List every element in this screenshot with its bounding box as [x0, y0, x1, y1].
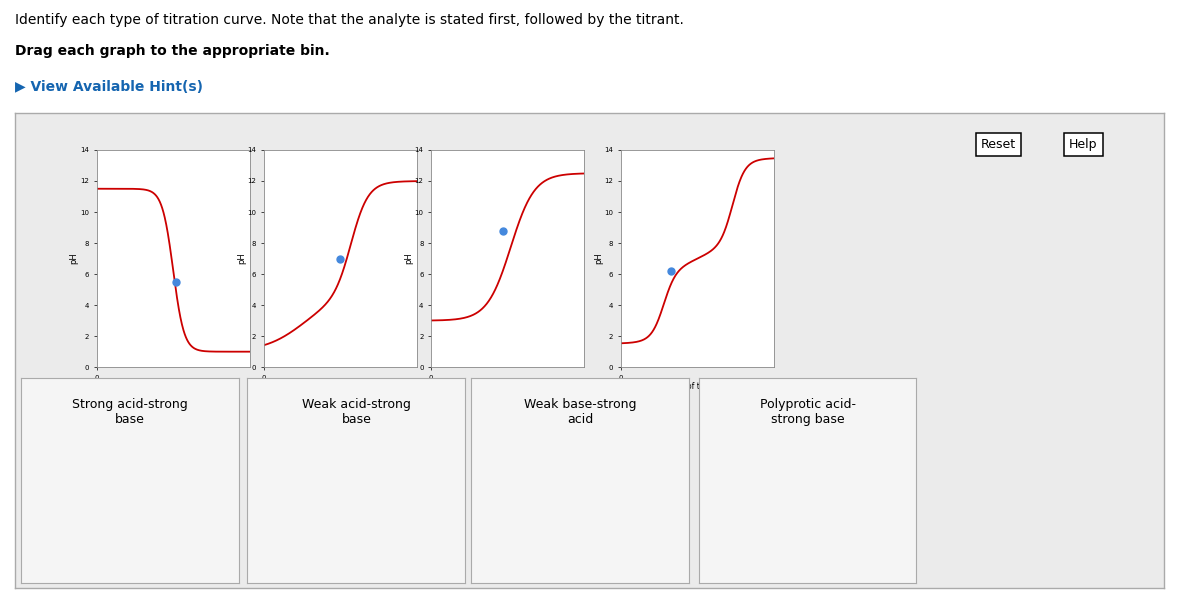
Y-axis label: pH: pH	[70, 253, 79, 264]
Text: ▶ View Available Hint(s): ▶ View Available Hint(s)	[15, 80, 204, 94]
X-axis label: mL of titrant: mL of titrant	[674, 382, 721, 391]
X-axis label: mL of titrant: mL of titrant	[150, 382, 197, 391]
Text: Weak base-strong
acid: Weak base-strong acid	[524, 398, 636, 426]
Text: Reset: Reset	[981, 138, 1017, 151]
Y-axis label: pH: pH	[237, 253, 246, 264]
Text: Identify each type of titration curve. Note that the analyte is stated first, fo: Identify each type of titration curve. N…	[15, 13, 684, 28]
Text: Strong acid-strong
base: Strong acid-strong base	[72, 398, 188, 426]
Text: Weak acid-strong
base: Weak acid-strong base	[302, 398, 411, 426]
X-axis label: mL of titrant: mL of titrant	[484, 382, 531, 391]
X-axis label: mL of titrant: mL of titrant	[317, 382, 364, 391]
Y-axis label: pH: pH	[594, 253, 603, 264]
Y-axis label: pH: pH	[404, 253, 413, 264]
Text: Drag each graph to the appropriate bin.: Drag each graph to the appropriate bin.	[15, 44, 330, 58]
Text: Help: Help	[1070, 138, 1098, 151]
Text: Polyprotic acid-
strong base: Polyprotic acid- strong base	[760, 398, 855, 426]
